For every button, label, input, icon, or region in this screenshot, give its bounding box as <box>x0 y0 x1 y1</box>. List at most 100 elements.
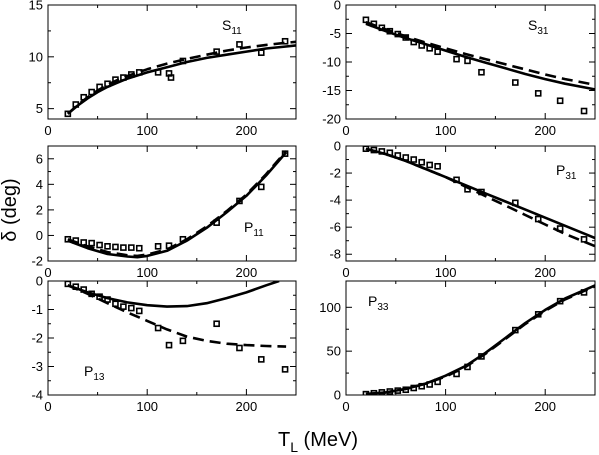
data-point <box>179 57 187 65</box>
x-axis-title: TL (MeV) <box>278 429 358 455</box>
data-point <box>418 42 425 49</box>
x-tick-label: 200 <box>534 399 556 414</box>
x-tick-label: 100 <box>435 265 457 280</box>
panel-label-main: P <box>556 162 565 178</box>
data-point <box>556 97 564 105</box>
panel-label: P13 <box>84 363 105 383</box>
y-tick-label: 5 <box>36 101 43 116</box>
data-point <box>120 303 127 310</box>
panel-label-sub: 11 <box>253 228 264 239</box>
data-point <box>135 244 143 252</box>
data-point <box>453 370 460 378</box>
series-group <box>64 150 289 259</box>
data-point <box>213 320 220 328</box>
data-point <box>370 146 378 154</box>
x-tick-label: 100 <box>435 399 457 414</box>
panel-p31: 0 100 200 0 -2 -4 -6 -8 P31 <box>329 139 596 280</box>
data-point <box>64 281 72 288</box>
data-point <box>534 90 542 97</box>
y-tick-label: 0 <box>36 274 43 289</box>
data-point <box>534 215 542 223</box>
y-tick-label: -2 <box>31 254 43 269</box>
x-axis-title-units: (MeV) <box>298 429 358 451</box>
data-point <box>362 390 370 395</box>
data-point <box>281 37 289 45</box>
data-point <box>580 236 588 243</box>
y-tick-label: 6 <box>36 151 43 166</box>
panel-p13: 0 100 200 0 -1 -2 -3 -4 P13 <box>31 274 297 414</box>
panel-label: P33 <box>368 293 389 313</box>
data-point <box>154 324 162 332</box>
data-point <box>167 74 175 81</box>
dashed-series-line <box>365 147 595 248</box>
y-tick-label: -2 <box>31 331 43 346</box>
data-point <box>418 382 425 390</box>
data-point <box>281 366 289 373</box>
panel-label-sub: 31 <box>565 171 577 182</box>
panel-label: P11 <box>244 219 264 239</box>
data-point <box>112 76 119 83</box>
x-axis-title-main: T <box>278 429 290 451</box>
data-point <box>512 326 519 334</box>
y-tick-label: -2 <box>329 166 341 181</box>
x-tick-label: 0 <box>44 123 51 138</box>
y-tick-label: -15 <box>322 83 341 98</box>
data-point <box>128 244 135 251</box>
y-tick-label: -8 <box>329 247 341 262</box>
x-tick-label: 200 <box>534 265 556 280</box>
y-axis-title: δ (deg) <box>0 178 21 241</box>
data-point <box>179 337 187 345</box>
data-point <box>80 239 88 246</box>
solid-series-line <box>365 284 595 395</box>
y-tick-label: 10 <box>29 49 43 64</box>
data-point <box>434 378 441 386</box>
data-point <box>257 356 265 363</box>
data-point <box>464 185 471 193</box>
data-point <box>128 71 135 78</box>
y-tick-label: 0 <box>334 139 341 154</box>
y-tick-label: 0 <box>334 0 341 13</box>
data-point <box>72 101 80 108</box>
dashed-series-line <box>67 150 288 258</box>
data-point <box>236 344 243 352</box>
data-point <box>386 27 394 35</box>
data-point <box>88 239 95 247</box>
series-group <box>64 37 296 118</box>
x-tick-label: 100 <box>136 123 158 138</box>
data-point <box>378 24 386 32</box>
data-point <box>362 146 370 153</box>
y-tick-label: -5 <box>329 26 341 41</box>
data-point <box>72 237 80 244</box>
data-point <box>213 219 220 226</box>
data-point <box>386 149 394 157</box>
data-point <box>370 389 378 395</box>
data-point <box>478 188 485 196</box>
data-point <box>556 297 564 305</box>
data-point <box>453 176 460 184</box>
panel-label: P31 <box>556 162 577 182</box>
data-point <box>64 110 72 118</box>
x-tick-label: 200 <box>534 123 556 138</box>
data-point <box>394 387 402 394</box>
data-point <box>402 386 410 394</box>
x-tick-label: 100 <box>136 399 158 414</box>
panel-s11: 0 100 200 5 10 15 S11 <box>29 0 297 138</box>
data-point <box>434 48 441 56</box>
data-point <box>410 156 418 163</box>
dashed-series-line <box>67 284 287 348</box>
data-point <box>154 243 162 250</box>
data-point <box>236 197 243 205</box>
y-tick-label: -20 <box>322 112 341 127</box>
data-point <box>96 241 103 249</box>
data-point <box>128 304 135 312</box>
data-point <box>154 69 162 76</box>
panel-label-main: S <box>528 17 537 33</box>
x-tick-label: 100 <box>435 123 457 138</box>
panel-label-main: P <box>244 219 253 235</box>
y-tick-label: -4 <box>31 388 43 403</box>
data-point <box>394 152 402 159</box>
data-point <box>478 68 485 76</box>
series-group <box>362 16 595 115</box>
x-tick-label: 200 <box>236 265 258 280</box>
